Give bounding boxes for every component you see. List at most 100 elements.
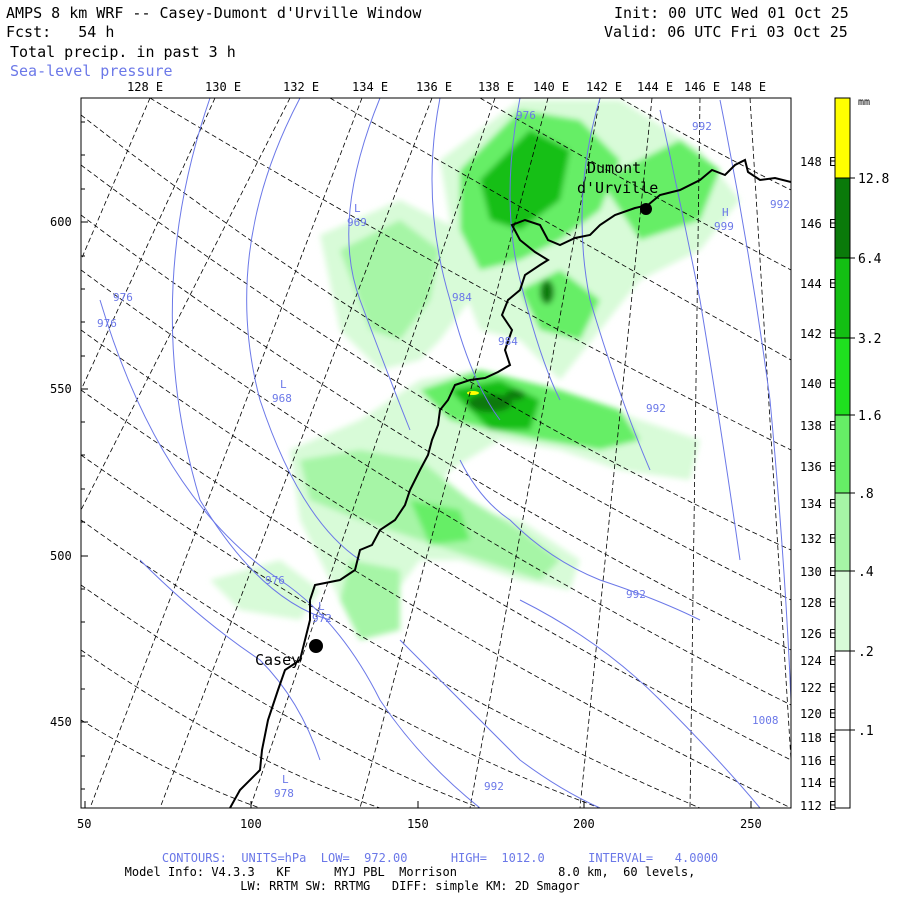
colorbar-label: 6.4 (858, 252, 882, 267)
isobar-label: 976 (113, 291, 133, 304)
x-axis-label: 150 (407, 817, 429, 831)
x-axis-label: 250 (740, 817, 762, 831)
isobar-label: 992 (626, 588, 646, 601)
colorbar-band-palegreen (835, 571, 850, 651)
top-lon-label: 134 E (352, 80, 388, 94)
coastline (229, 158, 791, 808)
precip-shading (210, 100, 740, 640)
graticule (81, 98, 791, 808)
colorbar-band-midgreen (835, 415, 850, 493)
low-marker: L (318, 600, 325, 613)
right-lon-label: 120 E (800, 707, 836, 721)
high-value: 999 (714, 220, 734, 233)
high-marker: H (722, 206, 729, 219)
colorbar-label: .1 (858, 724, 874, 739)
station-dumont-durville (640, 203, 652, 215)
station-label-dumont: Dumont (587, 159, 641, 177)
right-lon-label: 124 E (800, 654, 836, 668)
right-lon-label: 146 E (800, 217, 836, 231)
colorbar-band-green (835, 258, 850, 338)
field-label: Total precip. in past 3 h (10, 43, 236, 61)
colorbar-label: 1.6 (858, 409, 881, 424)
top-lon-label: 132 E (283, 80, 319, 94)
grid-axis-labels: 600 550 500 450 50 100 150 200 250 (50, 215, 762, 831)
pressure-labels: L 969 L 968 L 972 L 978 H 999 976 976 97… (97, 109, 790, 800)
axis-ticks (81, 121, 752, 808)
low-value: 968 (272, 392, 292, 405)
right-lon-label: 134 E (800, 497, 836, 511)
model-info: Model Info: V4.3.3 KF MYJ PBL Morrison 8… (124, 865, 696, 879)
y-axis-label: 600 (50, 215, 72, 229)
x-axis-label: 100 (240, 817, 262, 831)
right-lon-label: 138 E (800, 419, 836, 433)
station-casey (309, 639, 323, 653)
forecast-hour: Fcst: 54 h (6, 23, 115, 41)
contour-info: CONTOURS: UNITS=hPa LOW= 972.00 HIGH= 10… (161, 851, 719, 865)
right-lon-label: 142 E (800, 327, 836, 341)
right-lon-label: 144 E (800, 277, 836, 291)
overlay-label: Sea-level pressure (10, 62, 173, 80)
top-lon-label: 138 E (478, 80, 514, 94)
right-lon-label: 126 E (800, 627, 836, 641)
station-label-casey: Casey (255, 651, 300, 669)
low-marker: L (354, 202, 361, 215)
colorbar-label: .8 (858, 487, 874, 502)
right-lon-label: 122 E (800, 681, 836, 695)
right-lon-label: 132 E (800, 532, 836, 546)
top-lon-label: 142 E (586, 80, 622, 94)
isobar-label: 976 (97, 317, 117, 330)
isobar-label: 984 (498, 335, 518, 348)
low-value: 969 (347, 216, 367, 229)
colorbar-label: 3.2 (858, 332, 881, 347)
physics-info: LW: RRTM SW: RRTMG DIFF: simple KM: 2D S… (240, 879, 580, 893)
colorbar-band-lightgreen (835, 493, 850, 571)
colorbar-band-darkgreen (835, 178, 850, 258)
top-lon-label: 136 E (416, 80, 452, 94)
colorbar-band-yellow (835, 98, 850, 178)
init-time: Init: 00 UTC Wed 01 Oct 25 (614, 4, 849, 22)
right-lon-label: 128 E (800, 596, 836, 610)
low-marker: L (282, 773, 289, 786)
station-label-durville: d'Urville (577, 179, 658, 197)
y-axis-label: 550 (50, 382, 72, 396)
colorbar: mm 12.8 6.4 3.2 1.6 .8 .4 .2 .1 (834, 97, 889, 809)
top-lon-label: 148 E (730, 80, 766, 94)
low-value: 978 (274, 787, 294, 800)
top-lon-label: 128 E (127, 80, 163, 94)
map-frame (80, 97, 792, 809)
isobars (99, 98, 791, 808)
right-lon-label: 148 E (800, 155, 836, 169)
x-axis-label: 50 (77, 817, 91, 831)
x-axis-label: 200 (573, 817, 595, 831)
right-lon-label: 136 E (800, 460, 836, 474)
top-lon-label: 140 E (533, 80, 569, 94)
map-title: AMPS 8 km WRF -- Casey-Dumont d'Urville … (6, 4, 422, 22)
isobar-label: 1008 (752, 714, 779, 727)
right-lon-label: 118 E (800, 731, 836, 745)
y-axis-label: 450 (50, 715, 72, 729)
top-lon-label: 144 E (637, 80, 673, 94)
right-lon-label: 116 E (800, 754, 836, 768)
valid-time: Valid: 06 UTC Fri 03 Oct 25 (604, 23, 848, 41)
colorbar-label: .2 (858, 645, 874, 660)
isobar-label: 992 (692, 120, 712, 133)
right-lon-label: 140 E (800, 377, 836, 391)
y-axis-label: 500 (50, 549, 72, 563)
isobar-label: 992 (646, 402, 666, 415)
isobar-label: 984 (452, 291, 472, 304)
station-labels: Dumont d'Urville Casey (255, 159, 658, 669)
colorbar-label: .4 (858, 565, 874, 580)
isobar-label: 992 (770, 198, 790, 211)
isobar-label: 976 (265, 574, 285, 587)
low-value: 972 (312, 612, 332, 625)
low-marker: L (280, 378, 287, 391)
colorbar-label: 12.8 (858, 172, 889, 187)
right-lon-label: 130 E (800, 565, 836, 579)
right-longitude-labels: 148 E 146 E 144 E 142 E 140 E 138 E 136 … (800, 155, 836, 813)
top-longitude-labels: 128 E 130 E 132 E 134 E 136 E 138 E 140 … (127, 80, 766, 94)
colorbar-band-brightgreen (835, 338, 850, 415)
colorbar-unit: mm (858, 97, 870, 108)
right-lon-label: 112 E (800, 799, 836, 813)
isobar-label: 992 (484, 780, 504, 793)
